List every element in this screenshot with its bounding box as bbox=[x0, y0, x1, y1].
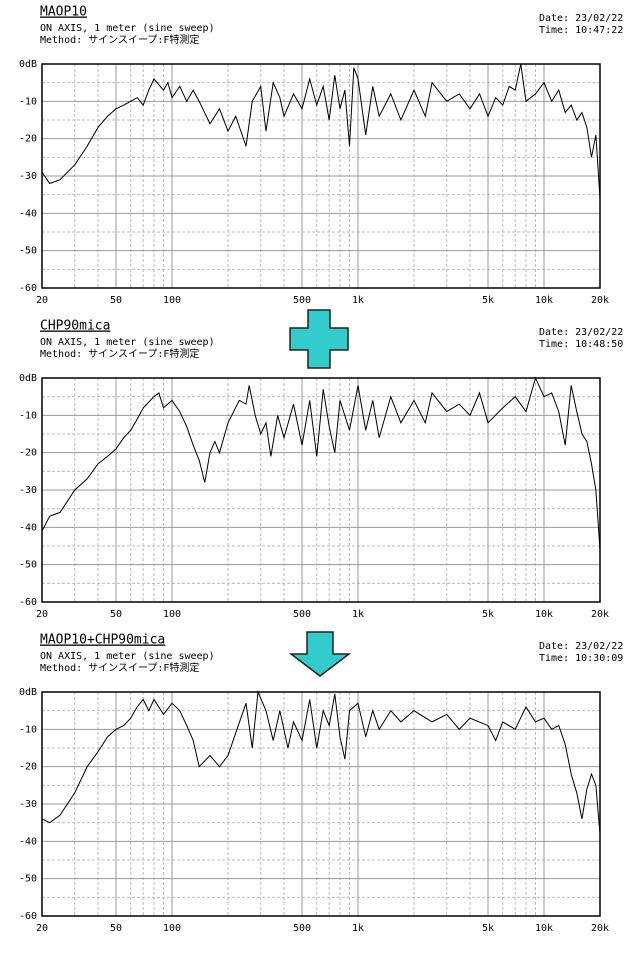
y-tick-label: -60 bbox=[19, 283, 37, 294]
chart-title: CHP90mica bbox=[40, 319, 110, 334]
x-tick-label: 20 bbox=[36, 295, 48, 306]
y-tick-label: -10 bbox=[19, 410, 37, 421]
y-tick-label: 0dB bbox=[19, 59, 37, 70]
method: Method: サインスイープ:F特測定 bbox=[40, 347, 199, 360]
y-tick-label: 0dB bbox=[19, 687, 37, 698]
x-tick-label: 10k bbox=[535, 295, 553, 306]
plot-frame bbox=[41, 377, 601, 603]
x-tick-label: 5k bbox=[482, 295, 494, 306]
plot-frame bbox=[41, 63, 601, 289]
y-tick-label: -20 bbox=[19, 762, 37, 773]
method: Method: サインスイープ:F特測定 bbox=[40, 33, 199, 46]
x-tick-label: 1k bbox=[352, 609, 364, 620]
x-tick-label: 20 bbox=[36, 609, 48, 620]
date: Date: 23/02/22 bbox=[539, 13, 623, 24]
y-tick-label: -40 bbox=[19, 836, 37, 847]
y-tick-label: -50 bbox=[19, 560, 37, 571]
date: Date: 23/02/22 bbox=[539, 641, 623, 652]
x-tick-label: 20k bbox=[591, 923, 609, 934]
y-tick-label: 0dB bbox=[19, 373, 37, 384]
y-tick-label: -30 bbox=[19, 171, 37, 182]
x-tick-label: 1k bbox=[352, 295, 364, 306]
x-tick-label: 20k bbox=[591, 295, 609, 306]
method: Method: サインスイープ:F特測定 bbox=[40, 661, 199, 674]
plot-frame bbox=[41, 691, 601, 917]
y-tick-label: -30 bbox=[19, 799, 37, 810]
chart-title: MAOP10 bbox=[40, 5, 87, 20]
date: Date: 23/02/22 bbox=[539, 327, 623, 338]
time: Time: 10:30:09 bbox=[539, 653, 623, 664]
chart-title: MAOP10+CHP90mica bbox=[40, 633, 165, 648]
time: Time: 10:47:22 bbox=[539, 25, 623, 36]
x-tick-label: 50 bbox=[110, 609, 122, 620]
response-line bbox=[41, 690, 601, 834]
x-tick-label: 100 bbox=[163, 609, 181, 620]
subtitle: ON AXIS, 1 meter (sine sweep) bbox=[40, 651, 215, 662]
x-tick-label: 20k bbox=[591, 609, 609, 620]
y-tick-label: -20 bbox=[19, 448, 37, 459]
x-tick-label: 10k bbox=[535, 923, 553, 934]
x-tick-label: 5k bbox=[482, 923, 494, 934]
y-tick-label: -50 bbox=[19, 874, 37, 885]
x-tick-label: 50 bbox=[110, 923, 122, 934]
x-tick-label: 1k bbox=[352, 923, 364, 934]
subtitle: ON AXIS, 1 meter (sine sweep) bbox=[40, 337, 215, 348]
x-tick-label: 10k bbox=[535, 609, 553, 620]
response-line bbox=[41, 63, 601, 199]
y-tick-label: -10 bbox=[19, 724, 37, 735]
response-line bbox=[41, 376, 601, 550]
arrow-icon bbox=[288, 631, 352, 677]
y-tick-label: -40 bbox=[19, 522, 37, 533]
time: Time: 10:48:50 bbox=[539, 339, 623, 350]
y-tick-label: -40 bbox=[19, 208, 37, 219]
x-tick-label: 100 bbox=[163, 923, 181, 934]
x-tick-label: 5k bbox=[482, 609, 494, 620]
y-tick-label: -50 bbox=[19, 246, 37, 257]
x-tick-label: 50 bbox=[110, 295, 122, 306]
y-tick-label: -30 bbox=[19, 485, 37, 496]
plus-icon bbox=[289, 309, 349, 369]
x-tick-label: 20 bbox=[36, 923, 48, 934]
x-tick-label: 500 bbox=[293, 295, 311, 306]
y-tick-label: -60 bbox=[19, 597, 37, 608]
x-tick-label: 100 bbox=[163, 295, 181, 306]
y-tick-label: -60 bbox=[19, 911, 37, 922]
x-tick-label: 500 bbox=[293, 609, 311, 620]
subtitle: ON AXIS, 1 meter (sine sweep) bbox=[40, 23, 215, 34]
y-tick-label: -20 bbox=[19, 134, 37, 145]
x-tick-label: 500 bbox=[293, 923, 311, 934]
y-tick-label: -10 bbox=[19, 96, 37, 107]
